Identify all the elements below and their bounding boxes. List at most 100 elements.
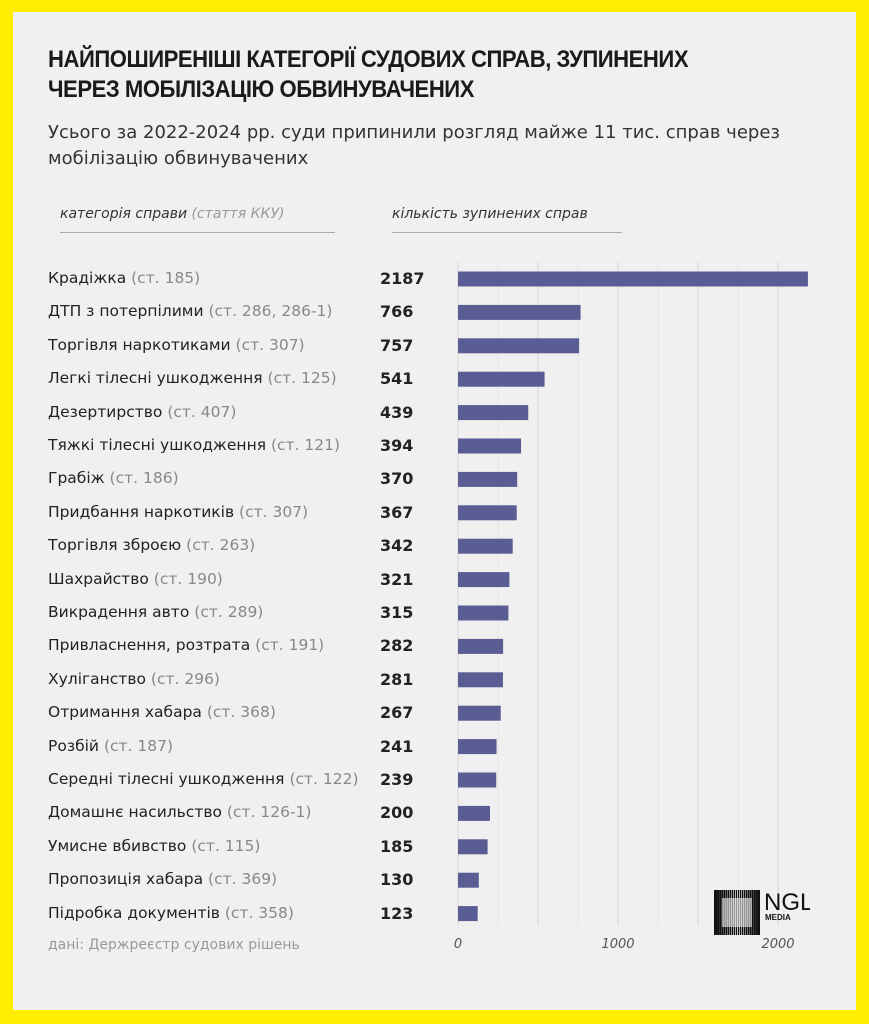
- chart-subtitle: Усього за 2022-2024 рр. суди припинили р…: [48, 122, 780, 169]
- category-article: (ст. 307): [235, 335, 305, 354]
- value-label: 766: [380, 302, 414, 322]
- category-article: (ст. 125): [267, 369, 337, 388]
- category-label: Викрадення авто (ст. 289): [48, 603, 263, 621]
- category-label: Домашнє насильство (ст. 126-1): [48, 803, 311, 821]
- value-label: 342: [380, 536, 414, 556]
- value-label: 130: [380, 870, 414, 890]
- value-label: 200: [380, 803, 414, 823]
- category-label: ДТП з потерпілими (ст. 286, 286-1): [48, 302, 332, 320]
- category-article: (ст. 369): [208, 870, 278, 889]
- bar: [458, 271, 808, 287]
- category-article: (ст. 121): [270, 436, 341, 454]
- category-name: Хуліганство: [48, 669, 151, 688]
- category-name: Торгівля наркотиками: [48, 335, 236, 354]
- category-label: Легкі тілесні ушкодження (ст. 125): [48, 369, 337, 387]
- value-label: 394: [380, 436, 414, 455]
- category-name: Тяжкі тілесні ушкодження: [48, 436, 271, 454]
- category-article: (ст. 185): [131, 269, 201, 287]
- x-tick-label: 1000: [601, 937, 635, 952]
- category-article: (ст. 263): [186, 536, 256, 555]
- logo-stripe: [752, 890, 754, 935]
- logo-stripe: [716, 890, 718, 935]
- category-name: Домашнє насильство: [48, 803, 227, 822]
- category-name: Привласнення, розтрата: [48, 636, 256, 655]
- bar: [458, 471, 518, 487]
- category-column-header: категорія справи (стаття ККУ): [60, 206, 335, 233]
- category-label: Грабіж (ст. 186): [48, 469, 179, 487]
- category-article: (ст. 187): [103, 736, 174, 755]
- logo-stripe: [718, 890, 720, 935]
- value-label: 315: [380, 603, 414, 622]
- chart-title: НАЙПОШИРЕНІШІ КАТЕГОРІЇ СУДОВИХ СПРАВ, З…: [48, 46, 689, 103]
- category-article: (ст. 358): [224, 903, 294, 922]
- value-label: 282: [380, 636, 414, 656]
- category-header-note: (стаття ККУ): [191, 206, 285, 222]
- category-label: Хуліганство (ст. 296): [48, 670, 220, 688]
- category-name: Легкі тілесні ушкодження: [48, 369, 268, 388]
- bar: [458, 572, 510, 588]
- category-label: Крадіжка (ст. 185): [48, 269, 200, 287]
- category-label: Пропозиція хабара (ст. 369): [48, 870, 277, 888]
- value-label: 123: [380, 903, 414, 923]
- category-label: Отримання хабара (ст. 368): [48, 703, 276, 721]
- category-label: Придбання наркотиків (ст. 307): [48, 503, 308, 521]
- category-label: Торгівля зброєю (ст. 263): [48, 536, 255, 554]
- value-label: 370: [380, 469, 414, 489]
- category-name: Викрадення авто: [48, 603, 195, 621]
- bar: [458, 371, 545, 387]
- category-label: Шахрайство (ст. 190): [48, 570, 223, 588]
- category-article: (ст. 190): [153, 569, 223, 588]
- value-label: 239: [380, 770, 414, 789]
- category-article: (ст. 122): [289, 770, 359, 788]
- category-label: Привласнення, розтрата (ст. 191): [48, 636, 324, 654]
- bar: [458, 839, 488, 855]
- value-label: 541: [380, 369, 414, 389]
- logo-text: NGL: [764, 889, 810, 916]
- category-name: Середні тілесні ушкодження: [48, 770, 290, 788]
- logo-stripe: [756, 890, 758, 935]
- value-label: 185: [380, 836, 414, 856]
- bar: [458, 304, 581, 320]
- value-label: 757: [380, 335, 414, 355]
- logo-subtext: MEDIA: [765, 913, 791, 922]
- bar: [458, 605, 509, 621]
- bar: [458, 772, 497, 788]
- logo-stripe: [714, 890, 716, 935]
- bar: [458, 906, 478, 922]
- data-source: дані: Держреєстр судових рішень: [48, 937, 300, 953]
- value-label: 267: [380, 703, 414, 723]
- bar: [458, 405, 529, 421]
- category-label: Тяжкі тілесні ушкодження (ст. 121): [48, 436, 340, 454]
- category-name: Підробка документів: [48, 903, 225, 922]
- bar: [458, 338, 580, 354]
- logo-stripe: [754, 890, 756, 935]
- bar: [458, 672, 503, 688]
- category-article: (ст. 307): [239, 502, 309, 521]
- category-header-label: категорія справи: [60, 206, 188, 222]
- category-name: Шахрайство: [48, 569, 154, 588]
- value-label: 281: [380, 669, 414, 689]
- bar: [458, 538, 513, 554]
- value-label: 321: [380, 569, 414, 589]
- bar: [458, 638, 504, 654]
- value-label: 439: [380, 402, 414, 422]
- category-article: (ст. 115): [191, 836, 261, 855]
- category-label: Торгівля наркотиками (ст. 307): [48, 336, 305, 354]
- bar: [458, 805, 490, 821]
- category-name: Торгівля зброєю: [48, 536, 187, 555]
- category-name: Розбій: [48, 736, 104, 755]
- category-name: Дезертирство: [48, 402, 168, 421]
- category-name: Крадіжка: [48, 269, 132, 287]
- category-article: (ст. 286, 286-1): [208, 302, 333, 321]
- category-name: Отримання хабара: [48, 703, 207, 722]
- category-label: Дезертирство (ст. 407): [48, 403, 236, 421]
- x-tick-label: 0: [453, 937, 463, 952]
- category-article: (ст. 186): [109, 469, 179, 488]
- bar: [458, 739, 497, 755]
- category-label: Середні тілесні ушкодження (ст. 122): [48, 770, 359, 788]
- category-article: (ст. 407): [167, 402, 237, 421]
- category-label: Розбій (ст. 187): [48, 737, 173, 755]
- category-article: (ст. 368): [206, 703, 276, 722]
- bar: [458, 505, 517, 521]
